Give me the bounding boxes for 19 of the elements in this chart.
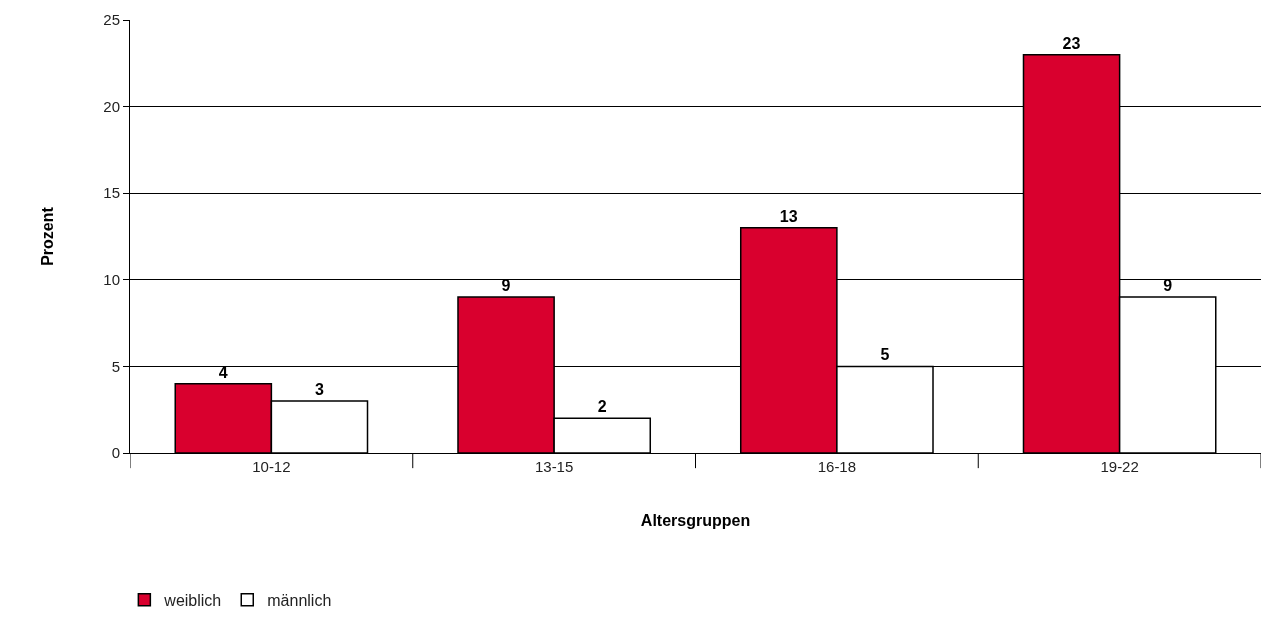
y-axis-title: Prozent [39, 206, 57, 266]
y-tick-label: 5 [111, 357, 120, 375]
data-label: 2 [597, 398, 607, 416]
x-tick-label: 16-18 [817, 458, 857, 475]
y-tick-label: 25 [103, 11, 120, 29]
legend-label: weiblich [163, 592, 222, 610]
legend-label: männlich [267, 592, 332, 610]
y-tick-label: 10 [103, 271, 120, 289]
data-label: 5 [880, 346, 890, 364]
x-tick-label: 10-12 [252, 458, 291, 475]
x-axis-title: Altersgruppen [640, 511, 751, 529]
x-tick-label: 19-22 [1100, 458, 1139, 475]
y-tick-label: 20 [103, 97, 120, 115]
y-tick-label: 15 [103, 184, 120, 202]
x-tick-label: 13-15 [534, 458, 574, 475]
data-label: 23 [1062, 34, 1081, 52]
data-label: 13 [779, 207, 798, 225]
y-tick-label: 0 [111, 444, 120, 462]
data-label: 3 [314, 381, 324, 399]
